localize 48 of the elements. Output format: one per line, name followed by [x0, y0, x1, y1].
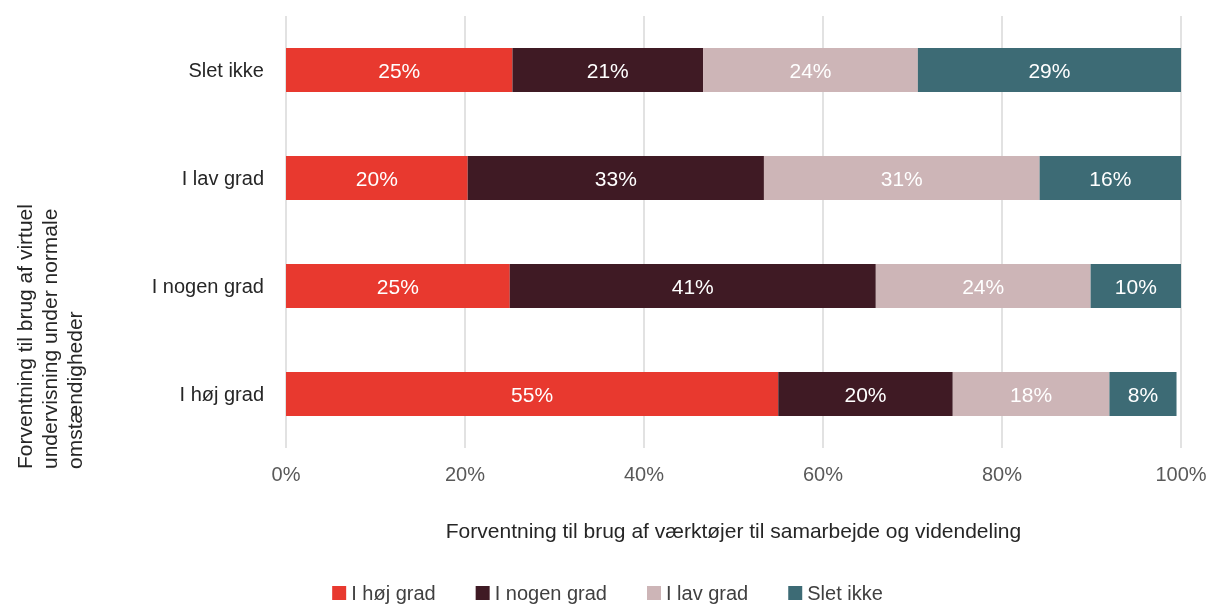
bar [1090, 264, 1181, 308]
data-label: 55% [511, 382, 554, 406]
data-label: 31% [880, 166, 923, 190]
x-tick-label: 40% [623, 463, 665, 485]
data-label: 24% [962, 274, 1005, 298]
bar [509, 264, 876, 308]
legend-label: I lav grad [665, 582, 749, 604]
legend-label: Slet ikke [807, 582, 883, 604]
bar [286, 264, 510, 308]
x-tick-label: 100% [1155, 463, 1207, 485]
bar [286, 372, 779, 416]
data-label: 10% [1114, 274, 1157, 298]
data-label: 41% [671, 274, 714, 298]
y-tick-label: I lav grad [181, 167, 264, 189]
y-tick-label: I nogen grad [151, 275, 264, 297]
bar [763, 156, 1040, 200]
y-tick-label: Slet ikke [188, 59, 264, 81]
data-label: 25% [378, 58, 421, 82]
y-axis-title: Forventning til brug af virtuel undervisning under normale omstændigheder [13, 198, 86, 469]
x-tick-label: 20% [444, 463, 486, 485]
data-label: 33% [594, 166, 637, 190]
x-axis-title: Forventning til brug af værktøjer til samarbejde og videndeling [445, 519, 1022, 542]
legend-label: I nogen grad [494, 582, 607, 604]
data-label: 21% [586, 58, 629, 82]
bar [778, 372, 953, 416]
bar [875, 264, 1091, 308]
y-tick-label: I høj grad [179, 383, 264, 405]
bar [467, 156, 764, 200]
x-tick-label: 0% [271, 463, 301, 485]
bar [286, 156, 468, 200]
data-label: 24% [789, 58, 832, 82]
data-label: 25% [376, 274, 419, 298]
x-tick-label: 80% [981, 463, 1023, 485]
data-label: 18% [1010, 382, 1053, 406]
data-label: 20% [355, 166, 398, 190]
bar [1109, 372, 1177, 416]
bar [917, 48, 1181, 92]
bar [512, 48, 704, 92]
legend-label: I høj grad [351, 582, 436, 604]
bar [286, 48, 513, 92]
data-label: 8% [1127, 382, 1159, 406]
bar [1039, 156, 1181, 200]
x-tick-label: 60% [802, 463, 844, 485]
data-label: 29% [1028, 58, 1071, 82]
bar [952, 372, 1110, 416]
data-label: 16% [1089, 166, 1132, 190]
data-label: 20% [844, 382, 887, 406]
bar [703, 48, 918, 92]
